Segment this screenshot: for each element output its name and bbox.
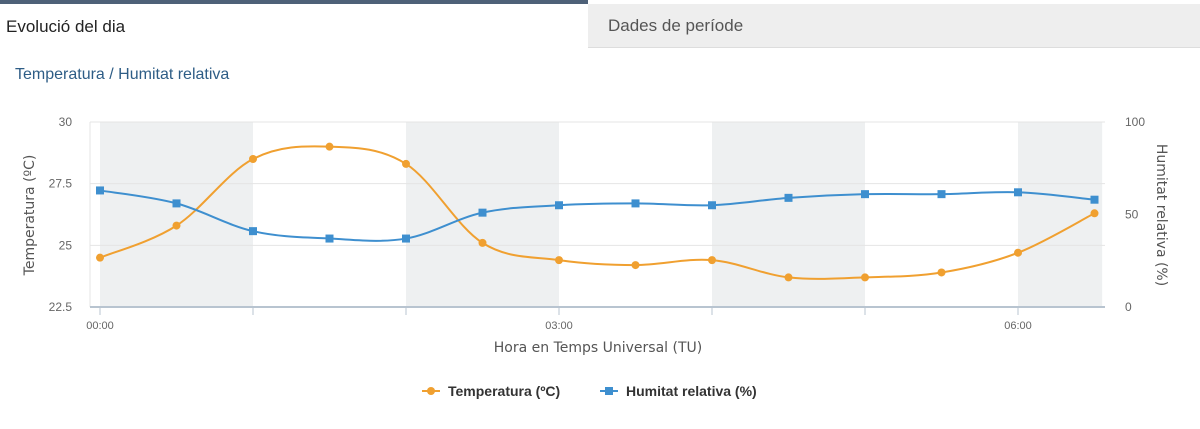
temperature-point (937, 268, 946, 277)
shaded-bands (100, 122, 1103, 307)
tab-bar: Evolució del dia Dades de període (0, 0, 1200, 48)
temperature-point (861, 273, 869, 282)
humidity-point (172, 199, 181, 208)
grid-lines (89, 121, 1105, 315)
y-left-tick-label: 27.5 (49, 177, 73, 191)
humidity-point (708, 201, 716, 210)
tab-evolucio-del-dia[interactable]: Evolució del dia (0, 0, 588, 48)
legend-label: Humitat relativa (%) (626, 383, 757, 399)
humidity-point (631, 199, 640, 208)
humidity-point (555, 201, 563, 210)
humidity-point (478, 208, 487, 217)
y-right-tick-label: 100 (1125, 115, 1145, 129)
x-tick-label: 00:00 (86, 320, 114, 332)
x-tick-label: 06:00 (1004, 320, 1032, 332)
y-left-axis-title: Temperatura (ºC) (22, 155, 38, 277)
temperature-point (555, 256, 563, 265)
temperature-point (325, 142, 334, 151)
legend-label: Temperatura (ºC) (448, 383, 560, 399)
temperature-point (96, 253, 104, 262)
x-axis-title: Hora en Temps Universal (TU) (494, 340, 702, 356)
legend: Temperatura (ºC) Humitat relativa (%) (422, 383, 757, 399)
y-right-tick-label: 50 (1125, 208, 1139, 222)
humidity-point (1090, 195, 1099, 204)
temperature-point (1090, 209, 1099, 218)
humidity-point (402, 234, 410, 243)
legend-item-temperature: Temperatura (ºC) (422, 383, 560, 399)
humidity-point (861, 190, 869, 199)
temperature-point (478, 238, 487, 247)
tab-dades-de-periode[interactable]: Dades de període (588, 4, 1200, 48)
y-left-tick-label: 25 (59, 238, 73, 252)
temperature-point (784, 273, 793, 282)
humidity-point (325, 234, 334, 243)
tab-label: Dades de període (608, 16, 744, 35)
temperature-point (631, 261, 640, 270)
humidity-point (249, 227, 257, 236)
temperature-point (708, 256, 716, 265)
humidity-point (96, 186, 104, 195)
humidity-point (784, 193, 793, 202)
temperature-point (172, 221, 181, 230)
legend-item-humidity: Humitat relativa (%) (600, 383, 757, 399)
legend-marker (605, 387, 613, 395)
y-right-tick-label: 0 (1125, 300, 1132, 314)
y-left-tick-label: 22.5 (49, 300, 73, 314)
humidity-point (1014, 188, 1022, 197)
shaded-band (100, 122, 253, 307)
section-title: Temperatura / Humitat relativa (15, 66, 230, 83)
axis-ticks: 22.5 25 27.5 30 0 50 100 00:00 03:00 06:00 (49, 115, 1146, 332)
humidity-point (937, 190, 946, 199)
temperature-point (402, 159, 410, 168)
temperature-point (249, 155, 257, 163)
tab-label: Evolució del dia (6, 17, 126, 36)
shaded-band (1018, 122, 1103, 307)
legend-marker (427, 387, 435, 395)
series-lines (96, 142, 1099, 282)
y-right-axis-title: Humitat relativa (%) (1153, 144, 1169, 286)
temperature-point (1014, 248, 1022, 257)
x-tick-label: 03:00 (545, 320, 573, 332)
y-left-tick-label: 30 (59, 115, 73, 129)
